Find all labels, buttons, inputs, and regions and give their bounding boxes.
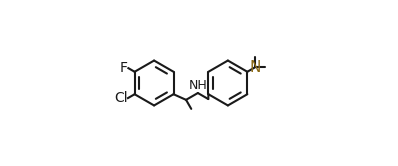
- Text: NH: NH: [189, 79, 207, 92]
- Text: Cl: Cl: [114, 91, 127, 105]
- Text: N: N: [249, 60, 261, 75]
- Text: F: F: [120, 61, 128, 75]
